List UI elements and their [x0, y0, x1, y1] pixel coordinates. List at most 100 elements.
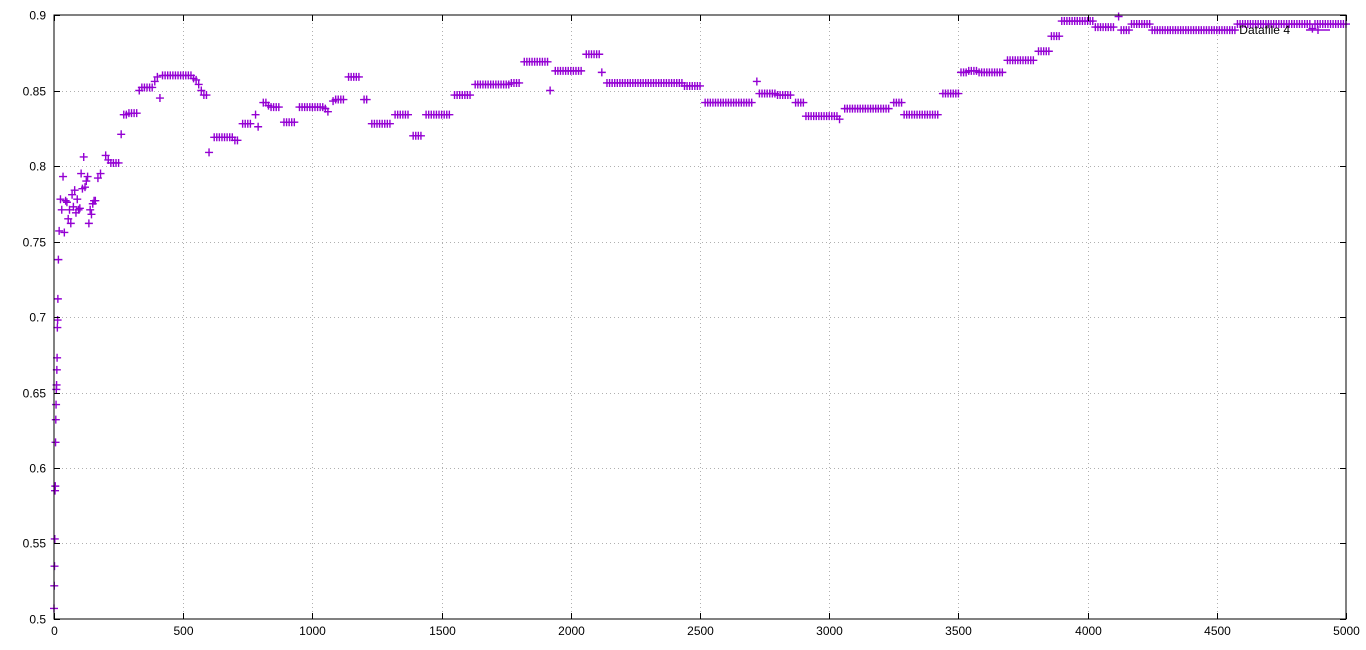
data-point	[83, 172, 92, 181]
data-point	[1230, 26, 1239, 35]
data-point	[51, 482, 60, 491]
data-point	[84, 219, 93, 228]
data-point	[339, 95, 348, 104]
data-point	[52, 400, 61, 409]
x-tick-label: 4500	[1204, 624, 1231, 638]
data-point	[246, 119, 255, 128]
data-point	[50, 534, 59, 543]
data-point	[79, 152, 88, 161]
data-point	[577, 66, 586, 75]
data-point	[54, 255, 63, 264]
data-point	[323, 107, 332, 116]
x-tick-label: 2000	[558, 624, 585, 638]
y-tick-label: 0.7	[29, 311, 46, 325]
data-point	[546, 86, 555, 95]
data-point	[61, 196, 70, 205]
data-point	[53, 323, 62, 332]
data-point	[897, 98, 906, 107]
data-point	[416, 131, 425, 140]
data-point	[251, 110, 260, 119]
data-point	[114, 158, 123, 167]
data-point	[194, 80, 203, 89]
data-point	[82, 177, 91, 186]
data-point	[404, 110, 413, 119]
data-point	[86, 205, 95, 214]
x-tick-label: 500	[173, 624, 193, 638]
data-point	[445, 110, 454, 119]
x-tick-label: 4000	[1075, 624, 1102, 638]
data-point	[55, 226, 64, 235]
data-point	[466, 91, 475, 100]
data-point	[954, 89, 963, 98]
data-point	[362, 95, 371, 104]
data-point	[148, 83, 157, 92]
data-point	[696, 81, 704, 90]
data-point	[74, 205, 83, 214]
data-point	[70, 186, 79, 195]
legend-plus-marker	[1306, 26, 1330, 34]
x-tick-label: 0	[51, 624, 58, 638]
data-point	[59, 172, 68, 181]
x-tick-label: 1500	[429, 624, 456, 638]
y-tick-label: 0.9	[29, 9, 46, 23]
data-point	[197, 86, 206, 95]
plot-frame	[53, 14, 1347, 620]
data-point	[1109, 23, 1118, 32]
data-point	[254, 122, 263, 131]
y-tick-label: 0.85	[23, 85, 47, 99]
data-point	[1124, 26, 1133, 35]
data-point	[81, 183, 90, 192]
data-point	[132, 109, 141, 118]
data-point	[57, 205, 66, 214]
data-point	[101, 151, 110, 160]
data-point	[543, 57, 552, 66]
data-point	[64, 214, 73, 223]
data-point	[515, 78, 524, 87]
data-point	[205, 148, 214, 157]
data-point	[1145, 20, 1154, 29]
data-point	[290, 118, 299, 127]
data-point	[60, 228, 69, 237]
y-tick-label: 0.6	[29, 462, 46, 476]
data-point	[66, 219, 75, 228]
data-point	[50, 562, 59, 571]
data-point	[274, 103, 283, 112]
data-point	[62, 198, 71, 207]
data-point	[1055, 32, 1064, 41]
grid-lines	[54, 15, 1346, 619]
axis-ticks	[54, 15, 1347, 620]
data-point	[933, 110, 942, 119]
x-tick-label: 2500	[687, 624, 714, 638]
data-point	[69, 202, 78, 211]
data-point	[595, 50, 604, 59]
y-tick-label: 0.8	[29, 160, 46, 174]
data-point	[752, 77, 761, 86]
data-point	[998, 68, 1007, 77]
data-point	[77, 169, 86, 178]
data-point	[799, 98, 808, 107]
data-point	[68, 190, 77, 199]
data-point	[202, 91, 211, 100]
data-point	[385, 119, 394, 128]
legend-label: Datafile 4	[1239, 23, 1290, 37]
y-tick-label: 0.5	[29, 613, 46, 627]
data-point	[153, 72, 162, 81]
data-point	[155, 94, 164, 103]
x-tick-label: 3000	[816, 624, 843, 638]
data-point	[835, 115, 844, 124]
data-point	[117, 130, 126, 139]
data-point	[150, 77, 159, 86]
y-tick-label: 0.55	[23, 537, 47, 551]
legend: Datafile 4	[1239, 23, 1330, 37]
data-point	[1114, 12, 1123, 21]
data-point	[53, 294, 62, 303]
data-point	[1088, 17, 1097, 26]
data-point	[1029, 56, 1038, 65]
data-point	[56, 195, 65, 204]
data-point	[73, 195, 82, 204]
data-points	[50, 12, 1350, 613]
data-point	[1044, 47, 1053, 56]
data-point	[1308, 24, 1317, 33]
data-point	[747, 98, 756, 107]
